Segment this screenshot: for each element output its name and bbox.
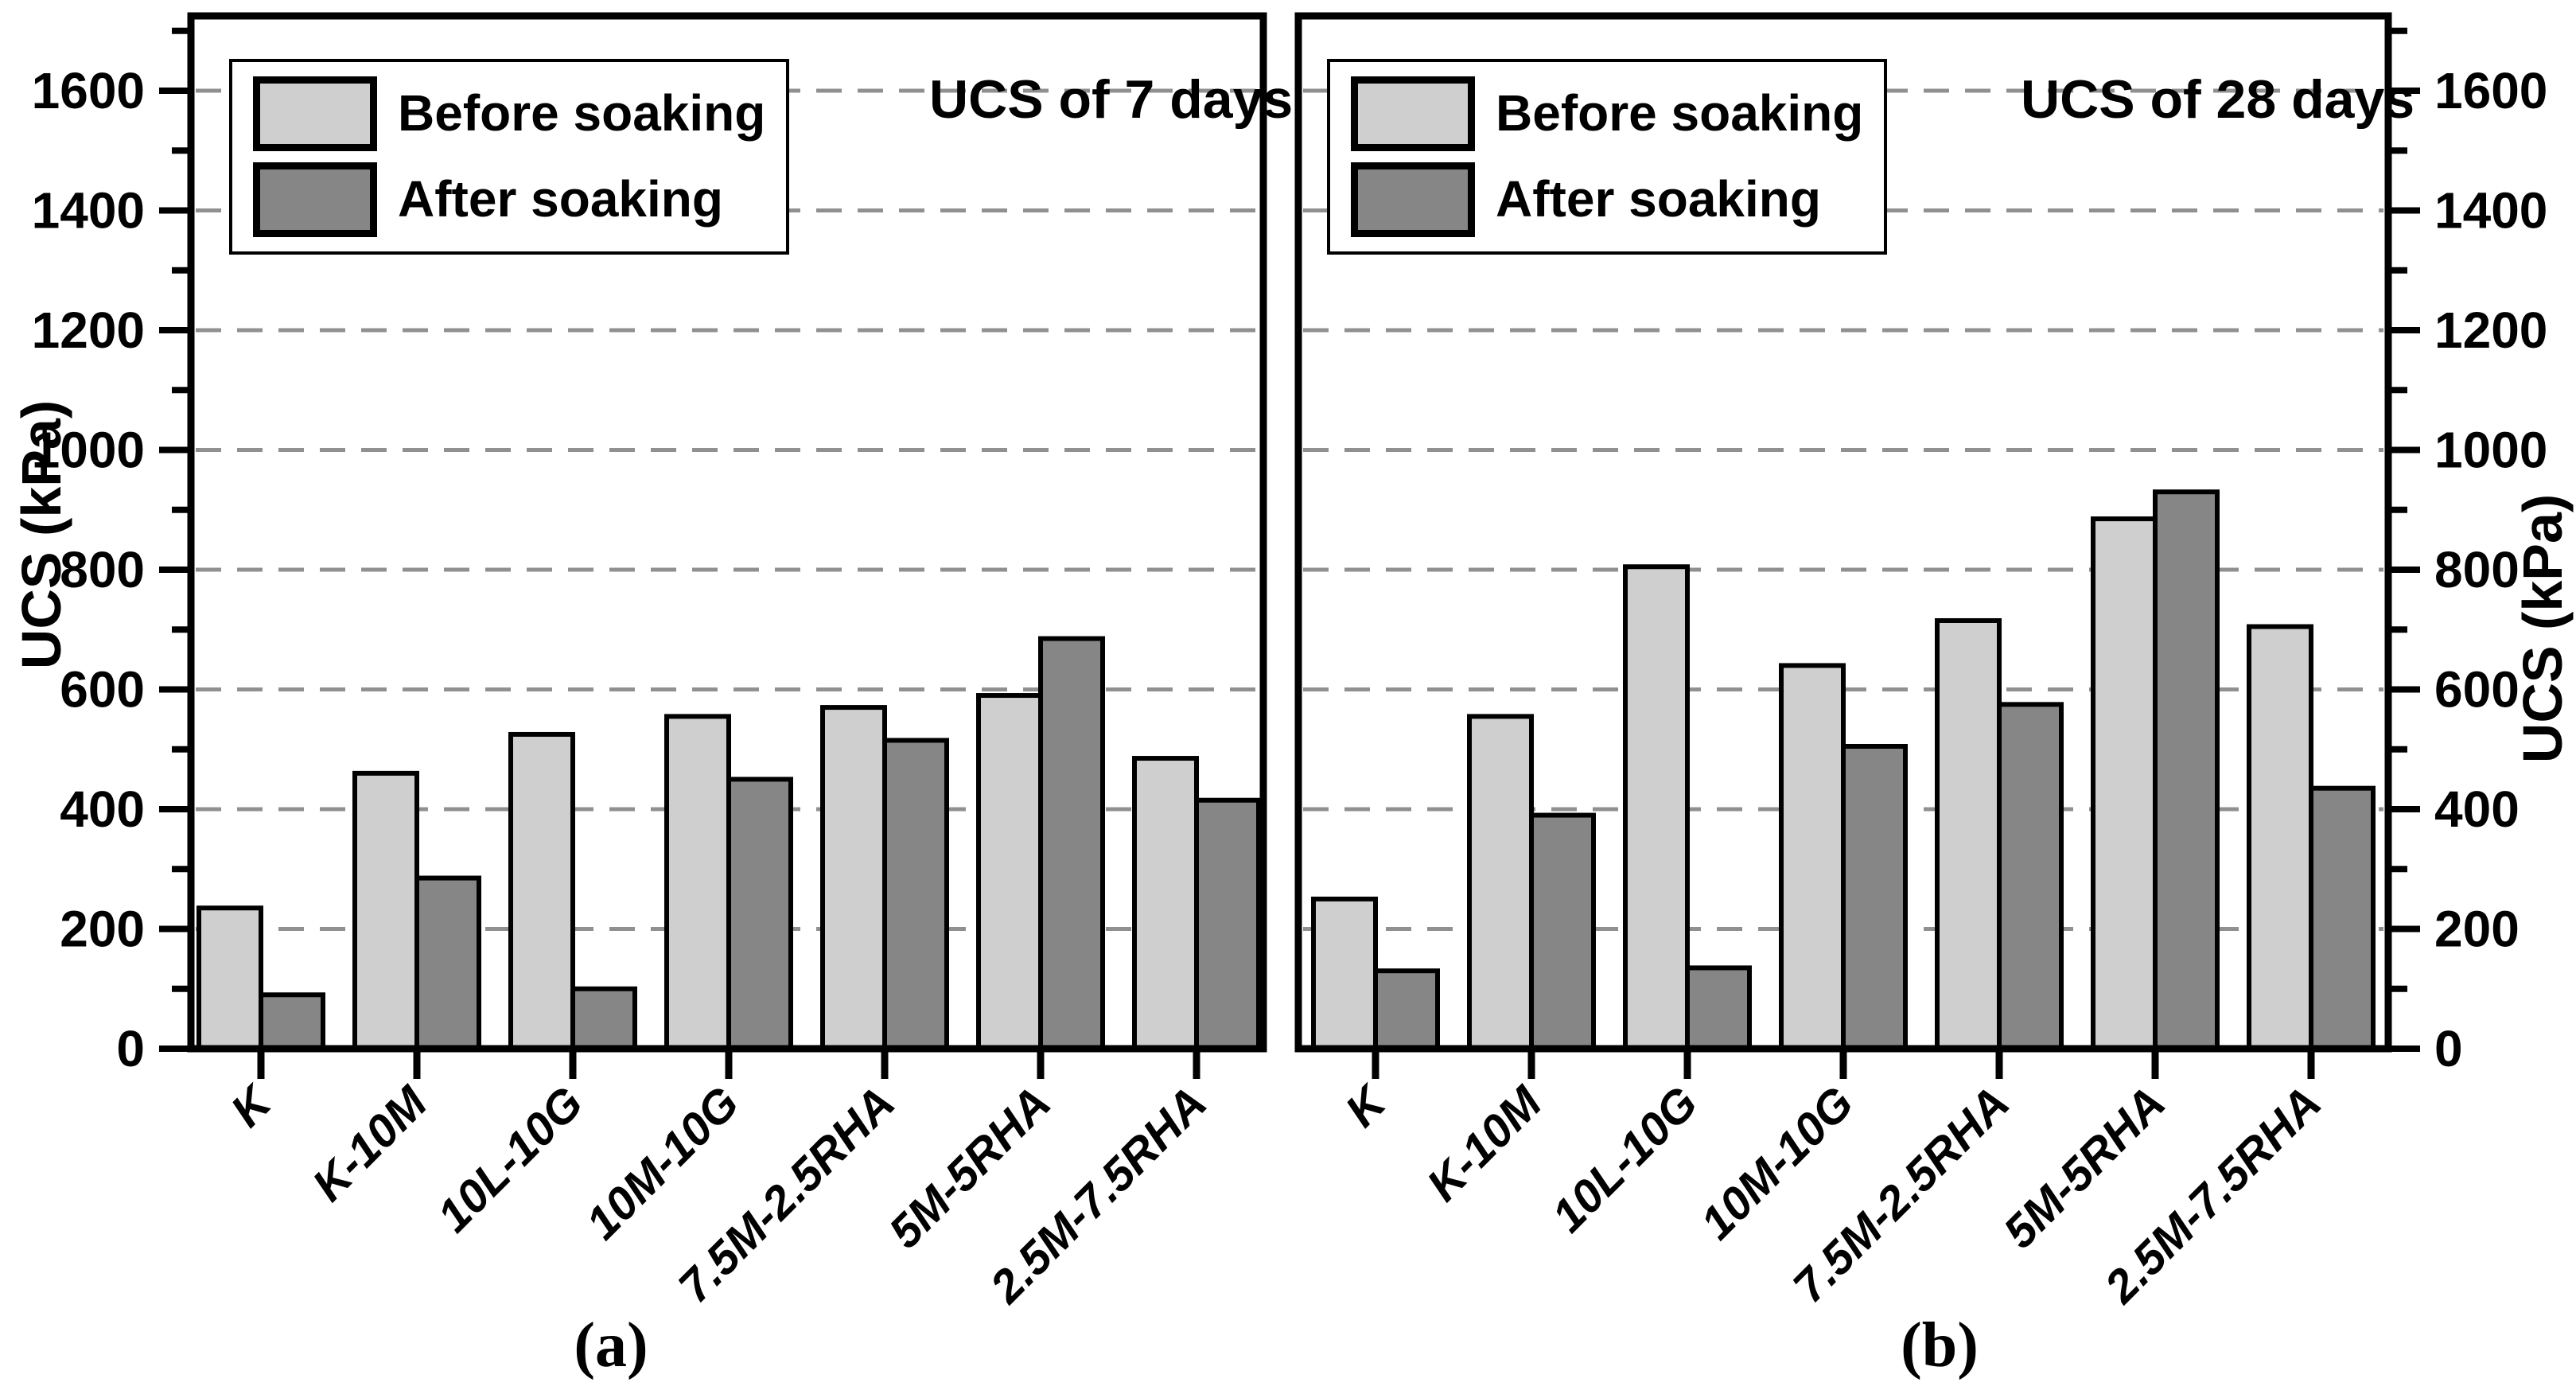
bar-b-10M-10G-after bbox=[1841, 744, 1908, 1051]
bar-b-K-after bbox=[1373, 968, 1440, 1051]
legend-label-after: After soaking bbox=[1496, 170, 1821, 228]
y-tick-label-800: 800 bbox=[2434, 541, 2520, 598]
bar-a-K-before bbox=[197, 905, 263, 1051]
panel-b-title: UCS of 28 days bbox=[2021, 69, 2415, 130]
bar-b-10M-10G-before bbox=[1779, 663, 1846, 1052]
y-tick-label-200: 200 bbox=[2434, 901, 2520, 958]
y-tick-label-1600: 1600 bbox=[2434, 62, 2547, 119]
y-tick-label-400: 400 bbox=[2434, 781, 2520, 838]
bar-a-10M-10G-before bbox=[664, 714, 731, 1052]
panel-a-caption: (a) bbox=[574, 1310, 648, 1380]
y-tick-label-1400: 1400 bbox=[32, 182, 145, 239]
y-tick-label-1200: 1200 bbox=[32, 302, 145, 359]
bar-a-2.5M-7.5RHA-after bbox=[1194, 797, 1261, 1051]
x-tick-label-10L-10G: 10L-10G bbox=[1542, 1077, 1707, 1242]
y-tick-label-1000: 1000 bbox=[32, 422, 145, 479]
bar-b-K-10M-after bbox=[1529, 812, 1596, 1052]
y-tick-label-1200: 1200 bbox=[2434, 302, 2547, 359]
bar-a-K-10M-before bbox=[352, 770, 419, 1051]
y-tick-label-200: 200 bbox=[60, 901, 145, 958]
bar-a-7.5M-2.5RHA-after bbox=[882, 738, 949, 1051]
x-tick-label-K: K bbox=[1336, 1074, 1398, 1136]
plot-frame-a bbox=[187, 12, 1267, 1053]
bar-b-5M-5RHA-after bbox=[2153, 489, 2220, 1051]
y-tick-label-1400: 1400 bbox=[2434, 182, 2547, 239]
x-tick-label-K: K bbox=[221, 1074, 283, 1136]
bar-a-10L-10G-after bbox=[570, 986, 637, 1052]
bar-b-10L-10G-before bbox=[1623, 564, 1690, 1051]
bar-b-K-10M-before bbox=[1467, 714, 1534, 1052]
right-y-axis-label: UCS (kPa) bbox=[2512, 493, 2574, 764]
panel-b-caption: (b) bbox=[1901, 1310, 1979, 1380]
bar-b-7.5M-2.5RHA-after bbox=[1997, 702, 2064, 1051]
bar-b-5M-5RHA-before bbox=[2091, 516, 2158, 1051]
y-tick-label-600: 600 bbox=[60, 661, 145, 718]
bar-a-2.5M-7.5RHA-before bbox=[1132, 756, 1199, 1051]
left-y-axis-label: UCS (kPa) bbox=[10, 399, 72, 670]
x-tick-label-K-10M: K-10M bbox=[1417, 1076, 1552, 1211]
legend-panel-b: Before soaking After soaking bbox=[1327, 59, 1888, 255]
legend-swatch-before bbox=[253, 76, 377, 151]
legend-row-after: After soaking bbox=[253, 162, 765, 237]
legend-panel-a: Before soaking After soaking bbox=[229, 59, 790, 255]
bar-b-2.5M-7.5RHA-after bbox=[2309, 785, 2376, 1052]
bar-a-K-after bbox=[259, 992, 325, 1052]
legend-label-before: Before soaking bbox=[1496, 84, 1864, 142]
bar-a-K-10M-after bbox=[414, 875, 481, 1052]
y-tick-label-1600: 1600 bbox=[32, 62, 145, 119]
legend-label-before: Before soaking bbox=[398, 84, 766, 142]
legend-row-after: After soaking bbox=[1351, 162, 1863, 237]
y-tick-label-0: 0 bbox=[116, 1020, 145, 1077]
legend-row-before: Before soaking bbox=[1351, 76, 1863, 151]
bar-a-10L-10G-before bbox=[508, 731, 575, 1052]
legend-swatch-before bbox=[1351, 76, 1475, 151]
bar-b-7.5M-2.5RHA-before bbox=[1935, 617, 2002, 1051]
legend-row-before: Before soaking bbox=[253, 76, 765, 151]
bar-a-5M-5RHA-before bbox=[976, 693, 1043, 1051]
bar-b-K-before bbox=[1311, 896, 1378, 1051]
bar-a-7.5M-2.5RHA-before bbox=[820, 705, 887, 1051]
bar-a-10M-10G-after bbox=[726, 777, 793, 1051]
x-tick-label-K-10M: K-10M bbox=[302, 1076, 438, 1211]
y-tick-label-800: 800 bbox=[60, 541, 145, 598]
legend-swatch-after bbox=[1351, 162, 1475, 237]
y-tick-label-0: 0 bbox=[2434, 1020, 2463, 1077]
x-tick-label-10L-10G: 10L-10G bbox=[427, 1077, 593, 1242]
plot-frame-b bbox=[1294, 12, 2392, 1053]
y-tick-label-1000: 1000 bbox=[2434, 422, 2547, 479]
panel-a-title: UCS of 7 days bbox=[929, 69, 1294, 130]
y-tick-label-400: 400 bbox=[60, 781, 145, 838]
bar-b-10L-10G-after bbox=[1685, 965, 1752, 1051]
bar-b-2.5M-7.5RHA-before bbox=[2247, 624, 2313, 1051]
bar-a-5M-5RHA-after bbox=[1038, 636, 1105, 1051]
legend-swatch-after bbox=[253, 162, 377, 237]
y-tick-label-600: 600 bbox=[2434, 661, 2520, 718]
legend-label-after: After soaking bbox=[398, 170, 723, 228]
